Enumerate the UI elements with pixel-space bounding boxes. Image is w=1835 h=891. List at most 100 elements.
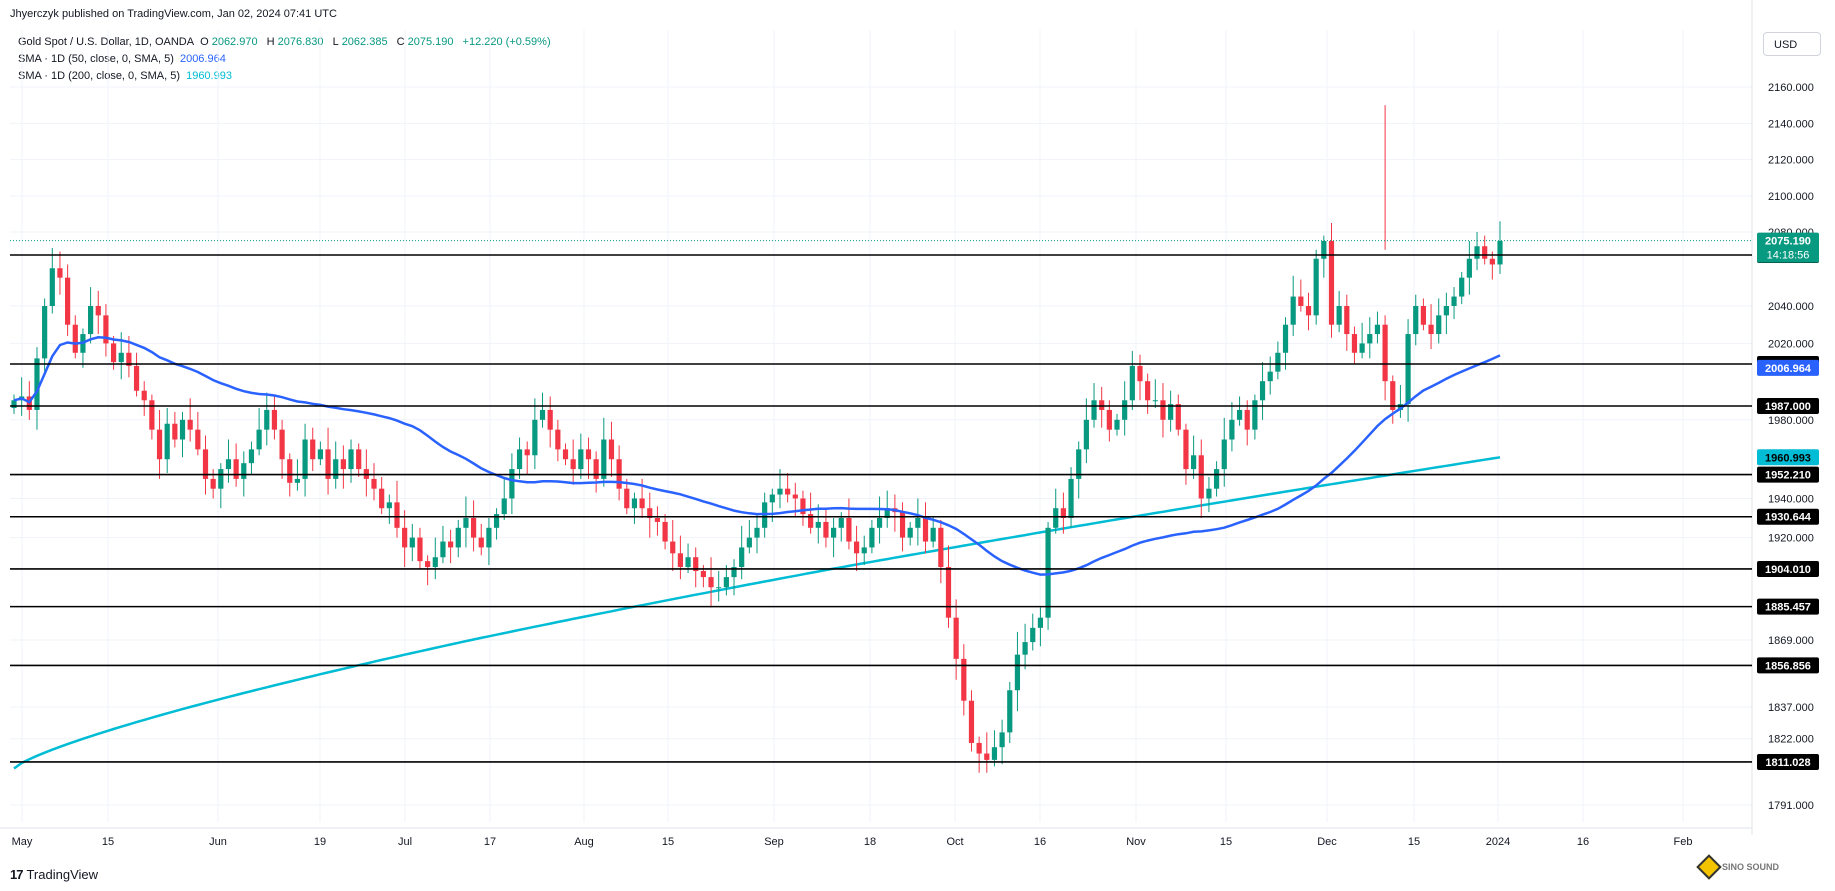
price-tick-label: 1837.000 xyxy=(1768,702,1814,714)
price-tick-label: 2140.000 xyxy=(1768,118,1814,130)
candle-body xyxy=(287,459,293,483)
candle-body xyxy=(271,409,278,430)
candle-body xyxy=(1420,306,1427,325)
candle-body xyxy=(1037,617,1044,628)
price-tick-label: 1940.000 xyxy=(1768,493,1814,505)
candle-body xyxy=(1053,508,1059,528)
candle-body xyxy=(961,658,967,701)
tradingview-brand[interactable]: 17 TradingView xyxy=(10,867,98,882)
sma200-legend-row[interactable]: SMA · 1D (200, close, 0, SMA, 5) 1960.99… xyxy=(18,68,554,85)
candle-body xyxy=(95,306,101,316)
price-tick-label: 1869.000 xyxy=(1768,635,1814,647)
candle-body xyxy=(1298,296,1304,306)
time-tick-label: Jul xyxy=(398,836,412,848)
sma200-price-label: 1960.993 xyxy=(1765,452,1811,464)
candle-body xyxy=(631,498,638,509)
publisher-caption: Jhyerczyk published on TradingView.com, … xyxy=(10,8,337,20)
candle-body xyxy=(708,577,714,588)
level-price-label-bg xyxy=(1757,508,1819,525)
candle-body xyxy=(532,419,538,456)
level-price-label: 1811.028 xyxy=(1765,757,1810,769)
candle-body xyxy=(647,508,653,518)
candle-body xyxy=(1443,306,1449,316)
candle-body xyxy=(884,508,890,518)
candle-body xyxy=(49,268,55,306)
sma200-layer xyxy=(13,456,1501,770)
sma200-value: 1960.993 xyxy=(186,70,232,82)
level-price-label-bg xyxy=(1757,560,1819,577)
candle-body xyxy=(838,518,844,528)
candle-body xyxy=(294,478,301,483)
candle-body xyxy=(593,459,599,479)
level-price-label-bg xyxy=(1757,598,1819,615)
ohlc-low: L 2062.385 xyxy=(332,36,388,48)
candle-body xyxy=(141,390,147,401)
candle-body xyxy=(585,449,592,460)
candle-body xyxy=(846,518,852,542)
candle-body xyxy=(42,306,48,359)
candle-body xyxy=(1313,258,1319,316)
symbol-legend-row[interactable]: Gold Spot / U.S. Dollar, 1D, OANDA O 2062… xyxy=(18,34,554,51)
candle-body xyxy=(394,502,400,528)
candle-body xyxy=(739,547,745,568)
candle-body xyxy=(968,700,975,743)
candle-body xyxy=(1459,277,1465,297)
price-tick-label: 2040.000 xyxy=(1768,301,1814,313)
candle-body xyxy=(808,514,814,528)
candles-layer xyxy=(11,105,1503,773)
time-tick-label: 15 xyxy=(102,836,114,848)
candle-body xyxy=(1259,381,1266,401)
candle-body xyxy=(432,557,438,568)
candle-body xyxy=(1198,455,1204,499)
candle-body xyxy=(402,527,408,548)
candle-body xyxy=(172,423,178,440)
time-axis[interactable]: May 15 Jun 19 Jul 17 Aug 15 Sep 18 Oct 16 Nov 15 Dec 15… xyxy=(12,836,1693,848)
candle-body xyxy=(1466,258,1472,278)
candle-body xyxy=(264,409,270,430)
candle-body xyxy=(670,541,676,554)
candle-body xyxy=(547,409,553,430)
candle-body xyxy=(1229,419,1235,440)
candle-body xyxy=(769,494,775,503)
current-price-label: 2075.190 xyxy=(1765,236,1811,248)
chart-legend: Gold Spot / U.S. Dollar, 1D, OANDA O 2062… xyxy=(18,34,554,85)
candle-body xyxy=(386,502,392,509)
candle-body xyxy=(1106,409,1112,430)
price-tick-label: 2160.000 xyxy=(1768,82,1814,94)
price-axis[interactable]: 2160.0002140.0002120.0002100.0002080.000… xyxy=(1768,82,1814,812)
candle-body xyxy=(1290,296,1296,325)
candle-body xyxy=(409,537,415,548)
candle-body xyxy=(700,571,706,578)
sma50-legend-row[interactable]: SMA · 1D (50, close, 0, SMA, 5) 2006.964 xyxy=(18,51,554,68)
candle-body xyxy=(754,527,760,538)
candle-body xyxy=(976,742,982,754)
candle-body xyxy=(1252,400,1258,430)
candle-body xyxy=(785,488,791,495)
candle-body xyxy=(333,459,339,479)
candle-body xyxy=(501,498,507,515)
candle-body xyxy=(202,449,209,479)
candle-body xyxy=(1183,429,1189,470)
price-tick-label: 2120.000 xyxy=(1768,155,1814,167)
candle-body xyxy=(861,547,867,554)
candle-body xyxy=(1022,642,1028,655)
countdown-label: 14:18:56 xyxy=(1767,250,1810,262)
candle-body xyxy=(1405,334,1411,405)
candle-body xyxy=(310,439,316,460)
time-tick-label: 18 xyxy=(864,836,876,848)
candle-body xyxy=(662,521,668,542)
level-price-label: 1885.457 xyxy=(1765,602,1811,614)
candle-body xyxy=(1267,371,1273,382)
currency-button[interactable]: USD xyxy=(1763,32,1821,56)
candle-body xyxy=(356,449,362,470)
price-labels: 2067.0002009.0001987.0001952.2101930.644… xyxy=(1757,232,1819,770)
candle-body xyxy=(486,527,492,548)
candle-body xyxy=(800,498,806,515)
time-tick-label: 16 xyxy=(1577,836,1589,848)
candle-body xyxy=(164,423,170,460)
candle-body xyxy=(601,439,607,479)
candle-body xyxy=(907,527,913,538)
candle-body xyxy=(1175,404,1181,430)
candle-body xyxy=(1336,306,1342,325)
